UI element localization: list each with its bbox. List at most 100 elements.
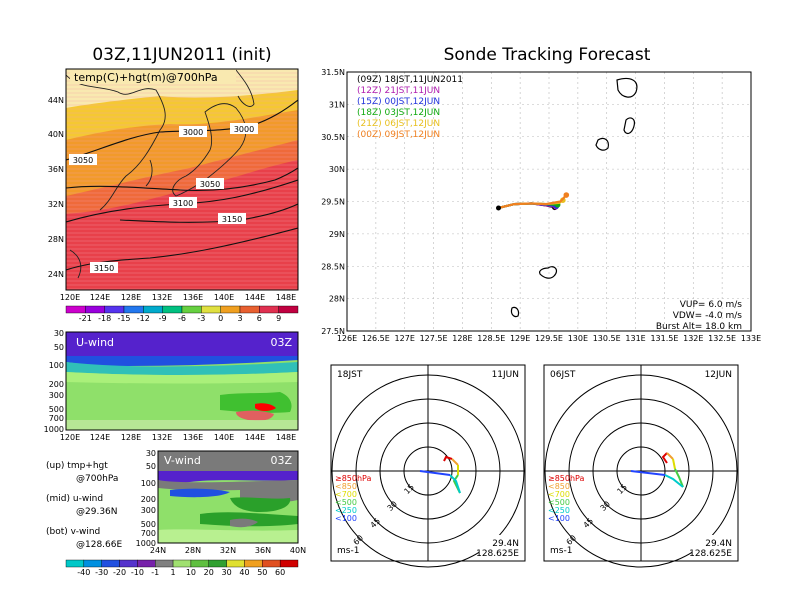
colorbar-swatch	[259, 305, 279, 314]
lon-tick: 127E	[395, 334, 415, 343]
vdw-param: VDW= -4.0 m/s	[673, 311, 743, 321]
vup-param: VUP= 6.0 m/s	[680, 300, 743, 310]
sonde-params: VUP= 6.0 m/s VDW= -4.0 m/s Burst Alt= 18…	[656, 300, 742, 332]
hodograph-date-bg	[485, 368, 521, 379]
lon-tick: 126E	[337, 334, 357, 343]
v-wind-label: V-wind	[164, 454, 201, 467]
colorbar-swatch	[181, 305, 202, 314]
contour-label: 3150	[218, 213, 246, 224]
colorbar-label: -3	[197, 314, 205, 323]
hodograph-trace	[449, 474, 461, 494]
v-p-ticks: 30 50 100 200 300 500 700 1000	[136, 449, 156, 548]
track-line	[498, 194, 568, 210]
hodograph-date: 12JUN	[705, 370, 732, 380]
p-tick: 50	[146, 462, 156, 471]
lon-tick: 131E	[625, 334, 645, 343]
right-title: Sonde Tracking Forecast	[444, 45, 651, 65]
colorbar-swatch	[123, 305, 144, 314]
map-label: temp(C)+hgt(m)@700hPa	[74, 71, 218, 84]
colorbar-label: -20	[113, 568, 126, 577]
note-up: (up) tmp+hgt	[46, 461, 108, 471]
colorbar-swatch	[65, 305, 86, 314]
p-tick: 500	[141, 520, 156, 529]
lat-tick: 44N	[48, 96, 64, 105]
lat-tick: 32N	[220, 546, 236, 555]
hodograph-time-bg	[547, 368, 581, 379]
hodograph-lon: 128.625E	[476, 549, 519, 559]
track-grid	[347, 72, 751, 331]
lon-tick: 120E	[60, 433, 80, 442]
p-tick: 300	[49, 391, 64, 400]
lat-tick: 29N	[329, 230, 345, 239]
svg-text:3000: 3000	[234, 125, 254, 134]
colorbar-label: -18	[98, 314, 111, 323]
map-label-bg	[70, 70, 236, 84]
lon-tick: 131.5E	[650, 334, 678, 343]
level-legend-entry: <850	[335, 482, 357, 491]
lon-tick: 144E	[245, 433, 265, 442]
hodograph-loc-bg	[479, 535, 523, 559]
colorbar-swatch	[208, 559, 227, 568]
hodograph-lat: 29.4N	[492, 539, 519, 549]
colorbar-swatch	[262, 559, 281, 568]
p-tick: 200	[49, 380, 64, 389]
p-tick: 200	[141, 495, 156, 504]
hodograph-lat: 29.4N	[705, 539, 732, 549]
lon-tick: 129.5E	[535, 334, 563, 343]
colorbar-swatch	[278, 305, 299, 314]
level-legend-entry: <700	[335, 490, 357, 499]
colorbar-label: 0	[218, 314, 223, 323]
colorbar-label: 10	[186, 568, 196, 577]
lat-tick: 36N	[255, 546, 271, 555]
colorbar-label: -1	[151, 568, 159, 577]
level-legend-entry: <850	[548, 482, 570, 491]
launch-point	[496, 205, 501, 211]
lon-tick: 136E	[183, 433, 203, 442]
svg-text:3000: 3000	[183, 128, 203, 137]
left-title: 03Z,11JUN2011 (init)	[92, 45, 271, 65]
lat-tick: 24N	[150, 546, 166, 555]
colorbar-label: -15	[117, 314, 130, 323]
temp-map	[66, 69, 298, 290]
colorbar-swatch	[201, 305, 221, 314]
p-tick: 100	[141, 479, 156, 488]
note-bot: (bot) v-wind	[46, 527, 100, 537]
u-wind-time: 03Z	[270, 336, 292, 349]
lon-tick: 120E	[60, 293, 80, 302]
p-tick: 700	[49, 414, 64, 423]
note-mid: (mid) u-wind	[46, 494, 103, 504]
lon-tick: 127.5E	[420, 334, 448, 343]
hodograph-date-bg	[698, 368, 734, 379]
wind-colorbar: -40 -30 -20 -10 -1 1 10 20 30 40 50 60	[65, 559, 299, 577]
map-lat-ticks: 44N 40N 36N 32N 28N 24N	[48, 96, 64, 279]
u-wind-panel	[66, 332, 298, 430]
p-tick: 30	[146, 449, 156, 458]
contour-labels: 3000 3000 3050 3050 3100 3150 3150	[69, 123, 258, 273]
track-end-point	[563, 192, 570, 198]
launch-legend-entry: (00Z) 09JST,12JUN	[357, 130, 440, 140]
level-legend-entry: <250	[335, 506, 357, 515]
colorbar-swatch	[279, 559, 299, 568]
lon-tick: 132E	[152, 433, 172, 442]
colorbar-label: 60	[275, 568, 285, 577]
colorbar-swatch	[172, 559, 192, 568]
level-legend-entry: <100	[548, 514, 570, 523]
colorbar-label: -6	[178, 314, 186, 323]
hodograph-trace	[672, 458, 676, 470]
lat-tick: 27.5N	[321, 327, 345, 336]
lon-tick: 136E	[183, 293, 203, 302]
lon-tick: 133E	[741, 334, 761, 343]
svg-text:3100: 3100	[173, 199, 193, 208]
track-islands	[510, 77, 638, 318]
p-tick: 100	[49, 361, 64, 370]
colorbar-label: -40	[77, 568, 90, 577]
colorbar-label: 30	[222, 568, 232, 577]
colorbar-label: 6	[257, 314, 262, 323]
temp-colorbar: -21 -18 -15 -12 -9 -6 -3 0 3 6 9	[65, 305, 299, 323]
colorbar-label: 40	[239, 568, 249, 577]
hodograph-unit: ms-1	[550, 546, 572, 556]
lat-tick: 30N	[329, 165, 345, 174]
